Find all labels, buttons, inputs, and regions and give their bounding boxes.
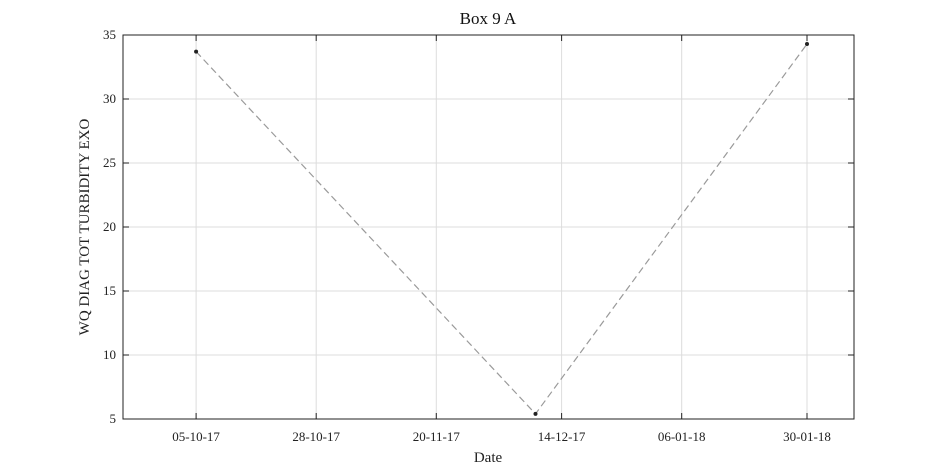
data-point (533, 411, 538, 416)
grid-layer (123, 35, 854, 419)
y-tick-label: 10 (103, 347, 116, 362)
data-point (805, 41, 810, 46)
series-layer (194, 41, 810, 416)
y-tick-label: 20 (103, 219, 116, 234)
x-tick-label: 06-01-18 (658, 429, 706, 444)
tick-layer: 5 10 15 20 25 30 35 05-10-17 28-10-17 20-11-17 14-… (103, 27, 854, 444)
x-axis-label: Date (474, 450, 503, 466)
x-tick-label: 30-01-18 (783, 429, 831, 444)
y-tick-label: 15 (103, 283, 116, 298)
data-point (194, 49, 199, 54)
y-tick-label: 30 (103, 91, 116, 106)
x-tick-label: 28-10-17 (292, 429, 340, 444)
y-tick-label: 35 (103, 27, 116, 42)
x-tick-label: 05-10-17 (172, 429, 220, 444)
y-tick-label: 5 (110, 411, 117, 426)
x-tick-label: 14-12-17 (538, 429, 586, 444)
chart-title: Box 9 A (460, 9, 517, 28)
x-tick-label: 20-11-17 (413, 429, 461, 444)
y-tick-label: 25 (103, 155, 116, 170)
y-axis-label: WQ DIAG TOT TURBIDITY EXO (77, 119, 93, 336)
